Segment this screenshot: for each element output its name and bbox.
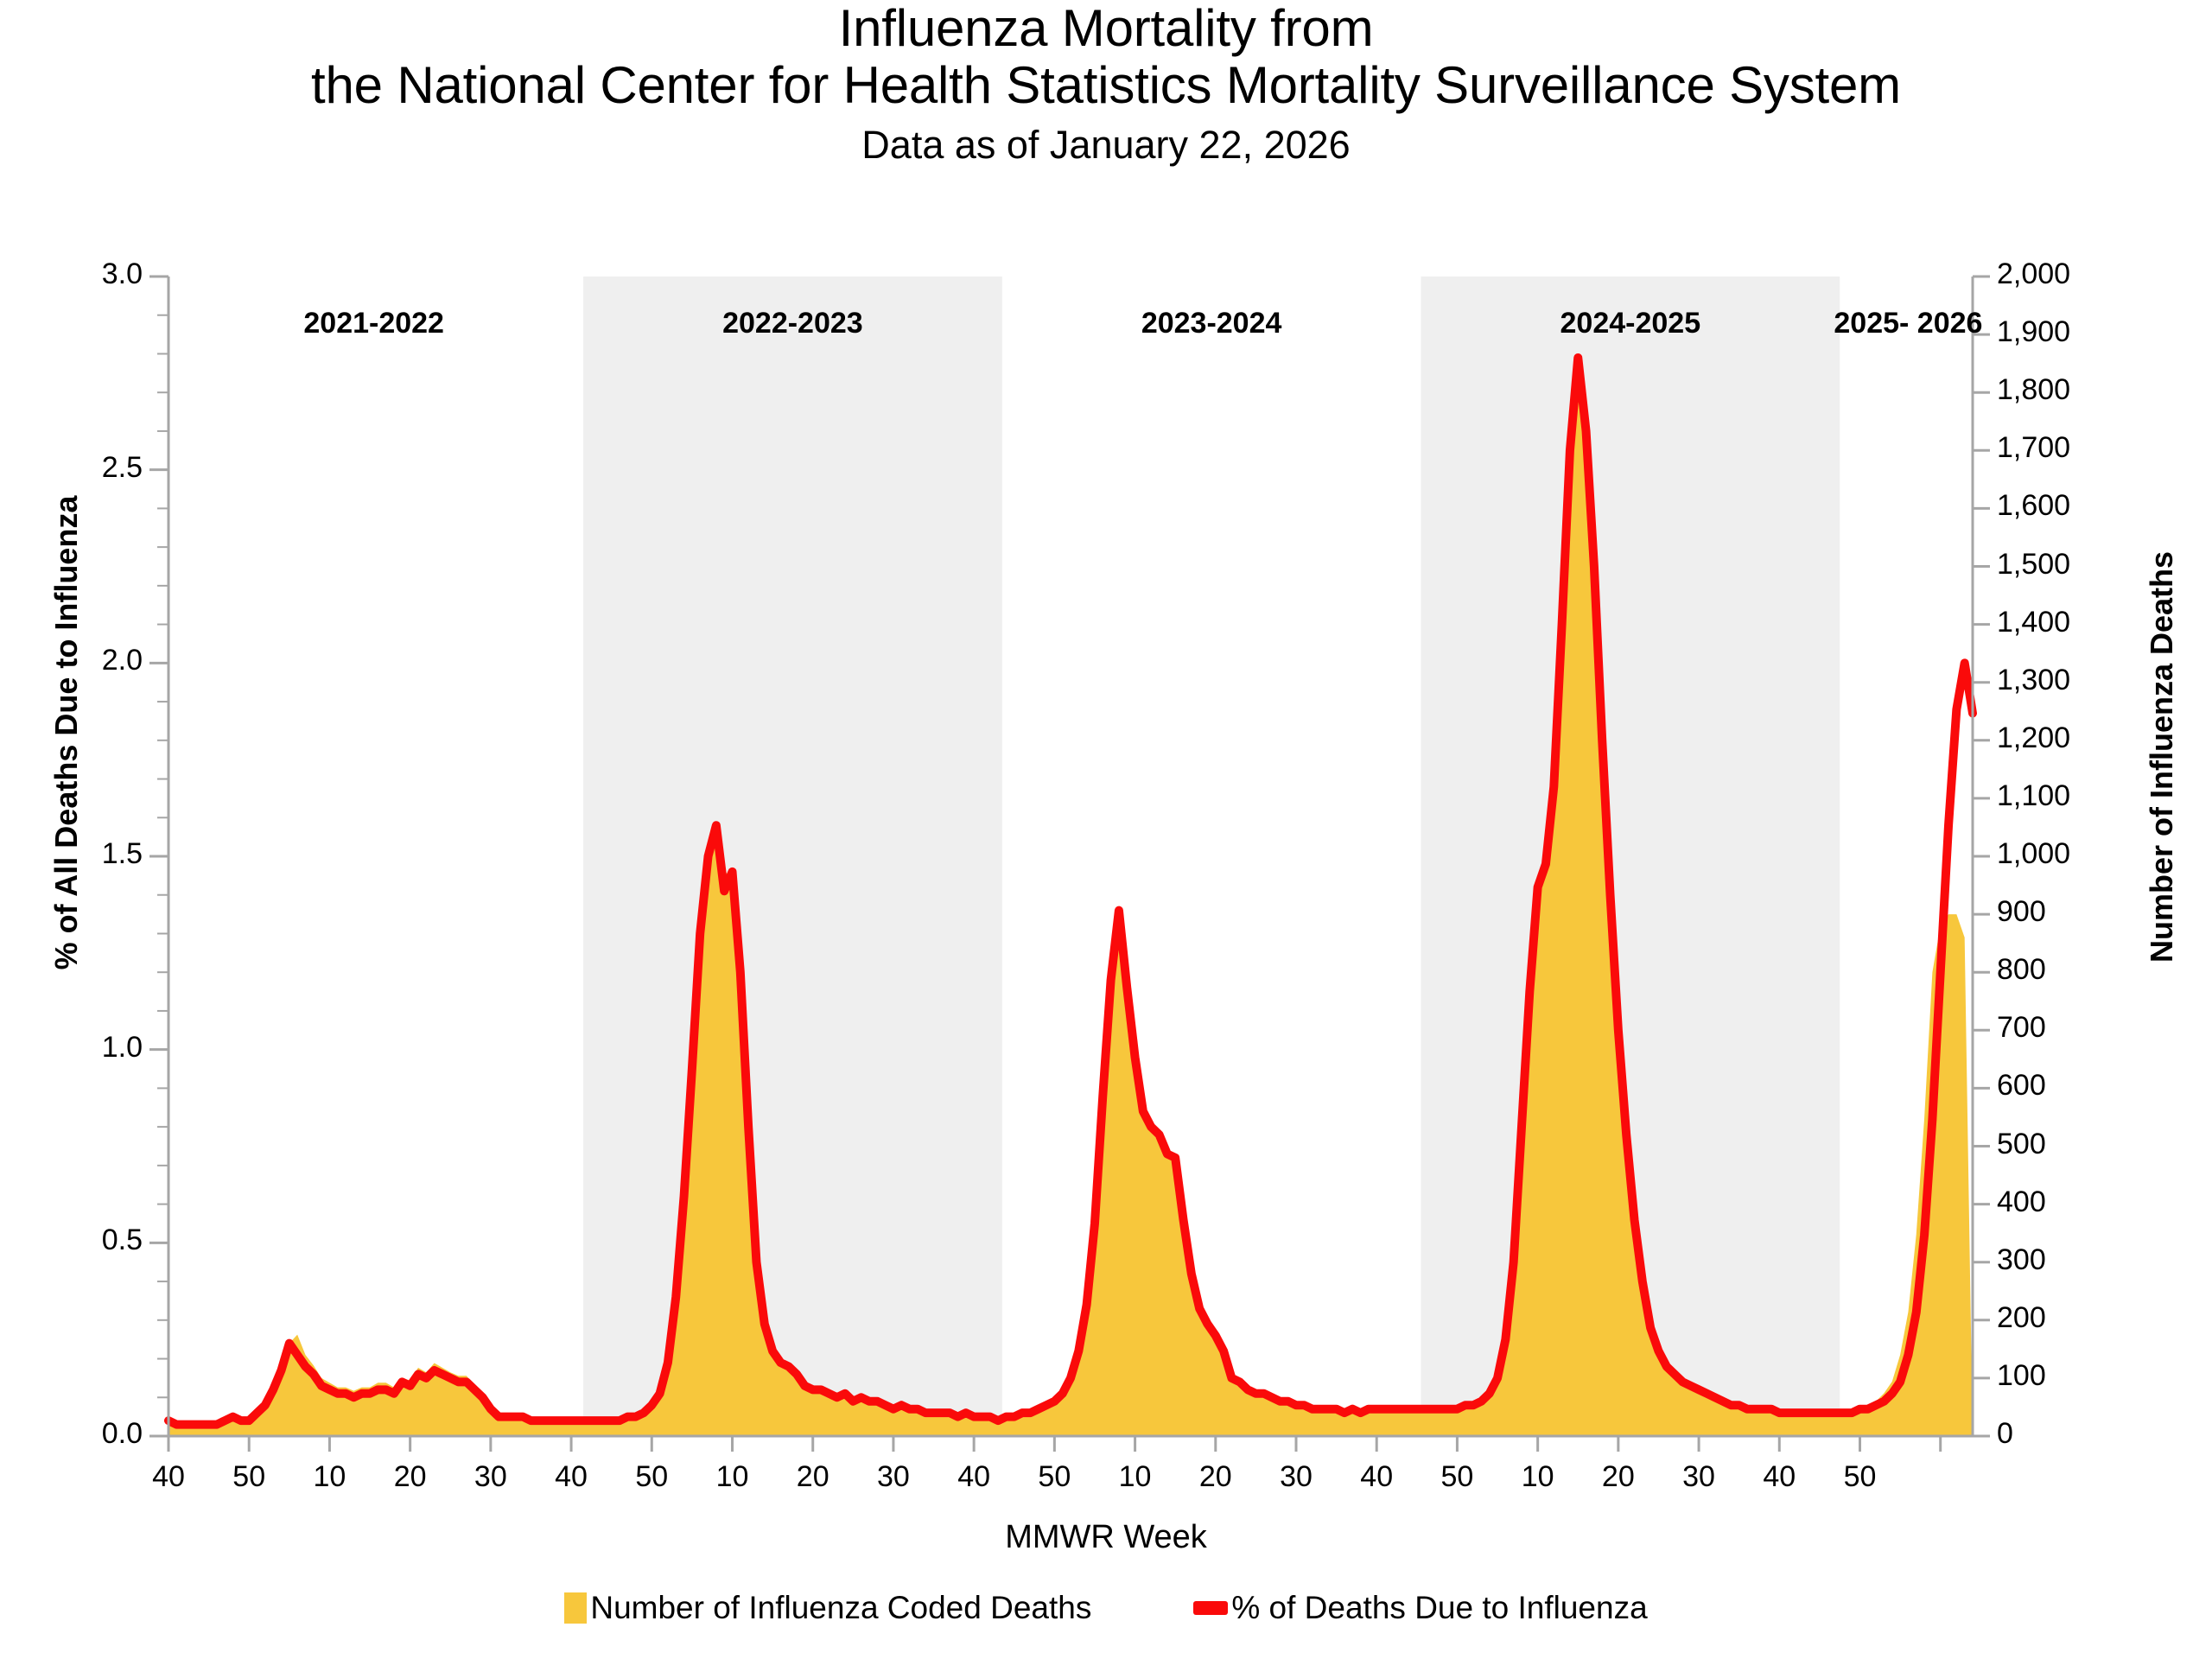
x-tick-label: 40 [152,1460,185,1493]
x-tick-label: 40 [1763,1460,1796,1493]
left-tick-label: 3.0 [101,257,143,290]
x-tick-label: 10 [313,1460,346,1493]
left-tick-label: 0.5 [101,1224,143,1257]
chart-title-block: Influenza Mortality from the National Ce… [0,0,2212,171]
season-shade-band-1 [583,276,1002,1436]
season-label-1: 2022-2023 [722,307,863,340]
season-label-3: 2024-2025 [1560,307,1701,340]
left-tick-label: 1.0 [101,1030,143,1064]
percent-deaths-line [164,353,1977,1429]
x-tick-label: 40 [1360,1460,1394,1493]
legend-line-swatch-icon [1193,1601,1229,1615]
right-tick-label: 800 [1997,953,2046,987]
x-tick-label: 20 [1198,1460,1232,1493]
left-axis-title: % of All Deaths Due to Influenza [48,495,84,970]
season-label-2: 2023-2024 [1141,307,1282,340]
title-line-2: the National Center for Health Statistic… [311,56,1901,114]
right-axis-title: Number of Influenza Deaths [2144,550,2179,963]
x-tick-label: 10 [1521,1460,1554,1493]
right-tick-label: 0 [1997,1417,2013,1450]
title-line-1: Influenza Mortality from [838,0,1374,57]
chart-legend: Number of Influenza Coded Deaths % of De… [0,1590,2212,1626]
season-label-0: 2021-2022 [303,307,444,340]
x-tick-label: 10 [1118,1460,1152,1493]
x-tick-label: 50 [1843,1460,1877,1493]
x-tick-label: 30 [474,1460,507,1493]
right-tick-label: 400 [1997,1185,2046,1218]
legend-spacer [1091,1608,1193,1609]
right-tick-label: 900 [1997,895,2046,929]
legend-area-swatch-icon [564,1592,588,1624]
legend-line-label: % of Deaths Due to Influenza [1231,1590,1648,1625]
x-tick-label: 20 [393,1460,427,1493]
x-tick-label: 50 [1440,1460,1474,1493]
x-axis-title: MMWR Week [1005,1519,1207,1555]
right-tick-label: 600 [1997,1069,2046,1103]
x-tick-label: 30 [877,1460,910,1493]
season-label-4: 2025- 2026 [1834,307,1983,340]
left-tick-label: 1.5 [101,837,143,870]
x-tick-label: 50 [1038,1460,1071,1493]
x-tick-label: 20 [1601,1460,1635,1493]
right-tick-label: 300 [1997,1243,2046,1276]
right-tick-label: 1,700 [1997,431,2071,465]
x-tick-label: 30 [1280,1460,1313,1493]
right-tick-label: 1,100 [1997,779,2071,812]
axis-lines-and-ticks [149,275,1990,1452]
right-tick-label: 1,900 [1997,315,2071,349]
left-tick-label: 2.5 [101,450,143,484]
x-tick-label: 40 [957,1460,991,1493]
right-tick-label: 1,500 [1997,547,2071,581]
right-tick-label: 100 [1997,1358,2046,1392]
x-tick-label: 30 [1682,1460,1715,1493]
right-tick-label: 1,200 [1997,721,2071,754]
x-tick-label: 50 [635,1460,669,1493]
left-tick-label: 0.0 [101,1417,143,1450]
x-tick-label: 20 [796,1460,830,1493]
chart-subtitle: Data as of January 22, 2026 [861,123,1351,167]
right-tick-label: 1,000 [1997,837,2071,870]
left-tick-label: 2.0 [101,644,143,677]
x-tick-label: 50 [232,1460,266,1493]
legend-item-deaths: Number of Influenza Coded Deaths [564,1590,1091,1626]
right-tick-label: 1,300 [1997,663,2071,696]
right-tick-label: 1,800 [1997,373,2071,407]
right-tick-label: 1,600 [1997,489,2071,523]
x-tick-label: 10 [715,1460,749,1493]
right-tick-label: 1,400 [1997,605,2071,639]
right-tick-label: 500 [1997,1127,2046,1160]
percent-line-series [164,353,1977,1429]
season-shading [583,276,1840,1436]
right-tick-label: 2,000 [1997,257,2071,290]
right-tick-label: 200 [1997,1300,2046,1334]
legend-area-label: Number of Influenza Coded Deaths [590,1590,1092,1625]
x-tick-label: 40 [555,1460,588,1493]
legend-item-percent: % of Deaths Due to Influenza [1193,1590,1648,1626]
right-tick-label: 700 [1997,1011,2046,1045]
